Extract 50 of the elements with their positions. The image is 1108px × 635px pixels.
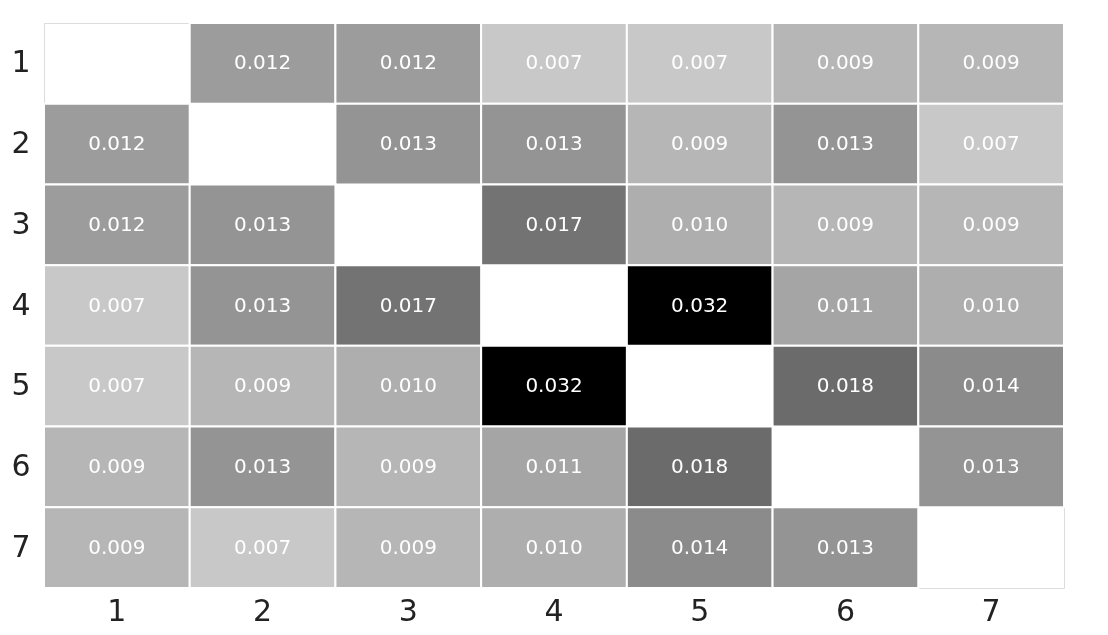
x-tick-label: 7 <box>981 592 1001 628</box>
data-label: 0.011 <box>525 453 583 478</box>
data-label: 0.009 <box>816 211 875 236</box>
data-label: 0.011 <box>816 292 875 317</box>
data-label: 0.012 <box>88 211 146 236</box>
data-label: 0.010 <box>379 373 437 398</box>
data-label: 0.032 <box>525 373 583 398</box>
data-label: 0.013 <box>962 453 1020 478</box>
y-tick-label: 1 <box>11 44 31 80</box>
data-label: 0.013 <box>525 131 583 156</box>
data-label: 0.009 <box>379 453 437 478</box>
data-label: 0.009 <box>88 453 146 478</box>
data-label: 0.013 <box>233 211 292 236</box>
x-tick-label: 5 <box>690 592 710 628</box>
data-label: 0.012 <box>233 50 292 75</box>
data-label: 0.010 <box>525 534 583 559</box>
y-tick-label: 7 <box>11 528 31 564</box>
y-tick-label: 3 <box>11 205 31 241</box>
x-tick-label: 4 <box>544 592 564 628</box>
data-label: 0.012 <box>88 131 146 156</box>
data-label: 0.014 <box>962 373 1020 398</box>
y-tick-label: 5 <box>11 367 31 403</box>
data-label: 0.009 <box>671 131 729 156</box>
data-label: 0.009 <box>816 50 875 75</box>
data-label: 0.009 <box>379 534 437 559</box>
x-tick-label: 3 <box>398 592 418 628</box>
data-label: 0.013 <box>816 534 875 559</box>
data-label: 0.014 <box>671 534 729 559</box>
data-label: 0.010 <box>962 292 1020 317</box>
data-label: 0.013 <box>379 131 437 156</box>
x-tick-label: 1 <box>107 592 127 628</box>
data-label: 0.012 <box>379 50 437 75</box>
data-label: 0.018 <box>816 373 875 398</box>
y-tick-label: 4 <box>11 286 31 322</box>
data-label: 0.017 <box>379 292 437 317</box>
data-label: 0.009 <box>88 534 146 559</box>
data-label: 0.010 <box>671 211 729 236</box>
y-tick-label: 6 <box>11 447 31 483</box>
x-tick-label: 2 <box>253 592 273 628</box>
y-tick-label: 2 <box>11 125 31 161</box>
data-label: 0.013 <box>233 292 292 317</box>
data-label: 0.032 <box>671 292 729 317</box>
data-label: 0.009 <box>233 373 292 398</box>
data-label: 0.013 <box>816 131 875 156</box>
data-label: 0.017 <box>525 211 583 236</box>
data-label: 0.018 <box>671 453 729 478</box>
x-tick-label: 6 <box>835 592 855 628</box>
data-label: 0.009 <box>962 50 1020 75</box>
data-label: 0.009 <box>962 211 1020 236</box>
data-label: 0.013 <box>233 453 292 478</box>
